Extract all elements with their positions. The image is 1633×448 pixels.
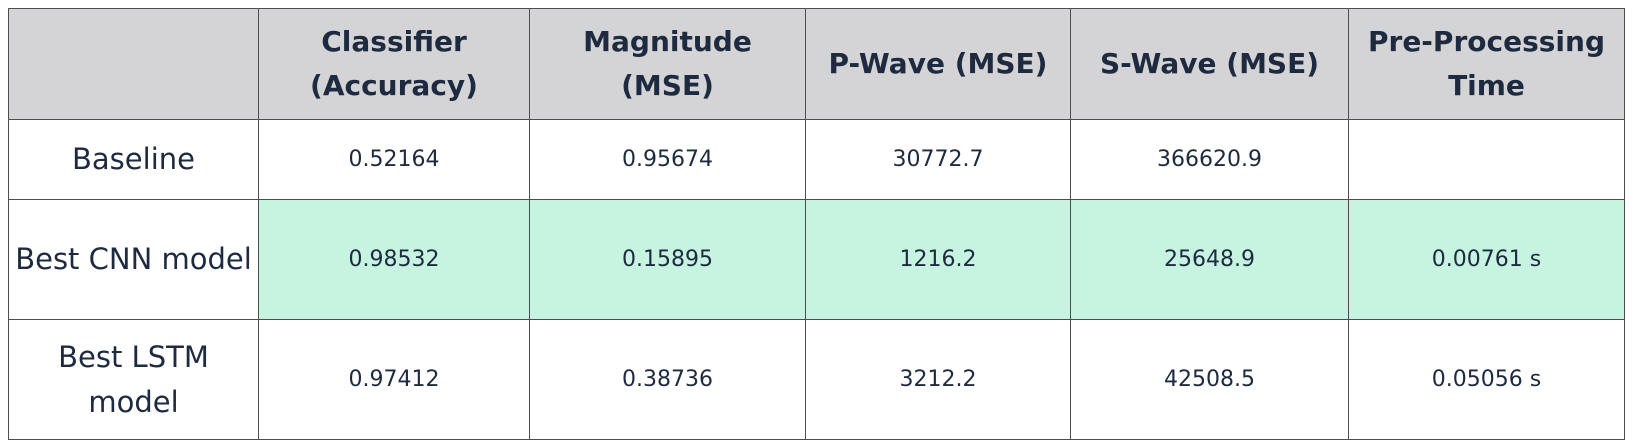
cell-classifier: 0.98532 bbox=[258, 199, 530, 320]
header-s-wave-mse: S-Wave (MSE) bbox=[1070, 8, 1349, 120]
row-label: Best CNN model bbox=[8, 199, 259, 320]
table-row-best-lstm: Best LSTM model 0.97412 0.38736 3212.2 4… bbox=[8, 319, 1625, 440]
row-label: Baseline bbox=[8, 119, 259, 200]
cell-magnitude: 0.38736 bbox=[529, 319, 806, 440]
cell-p-wave: 3212.2 bbox=[805, 319, 1071, 440]
row-label: Best LSTM model bbox=[8, 319, 259, 440]
cell-preprocessing: 0.05056 s bbox=[1348, 319, 1625, 440]
header-corner-cell bbox=[8, 8, 259, 120]
cell-p-wave: 30772.7 bbox=[805, 119, 1071, 200]
table-row-best-cnn: Best CNN model 0.98532 0.15895 1216.2 25… bbox=[8, 199, 1625, 320]
cell-s-wave: 25648.9 bbox=[1070, 199, 1349, 320]
cell-classifier: 0.52164 bbox=[258, 119, 530, 200]
cell-classifier: 0.97412 bbox=[258, 319, 530, 440]
cell-p-wave: 1216.2 bbox=[805, 199, 1071, 320]
cell-s-wave: 42508.5 bbox=[1070, 319, 1349, 440]
results-table: Classifier (Accuracy) Magnitude (MSE) P-… bbox=[8, 8, 1625, 440]
cell-magnitude: 0.95674 bbox=[529, 119, 806, 200]
cell-preprocessing: 0.00761 s bbox=[1348, 199, 1625, 320]
cell-preprocessing bbox=[1348, 119, 1625, 200]
header-pre-processing-time: Pre-Processing Time bbox=[1348, 8, 1625, 120]
cell-magnitude: 0.15895 bbox=[529, 199, 806, 320]
header-row: Classifier (Accuracy) Magnitude (MSE) P-… bbox=[8, 8, 1625, 120]
table-row-baseline: Baseline 0.52164 0.95674 30772.7 366620.… bbox=[8, 119, 1625, 200]
header-magnitude-mse: Magnitude (MSE) bbox=[529, 8, 806, 120]
cell-s-wave: 366620.9 bbox=[1070, 119, 1349, 200]
header-p-wave-mse: P-Wave (MSE) bbox=[805, 8, 1071, 120]
header-classifier-accuracy: Classifier (Accuracy) bbox=[258, 8, 530, 120]
